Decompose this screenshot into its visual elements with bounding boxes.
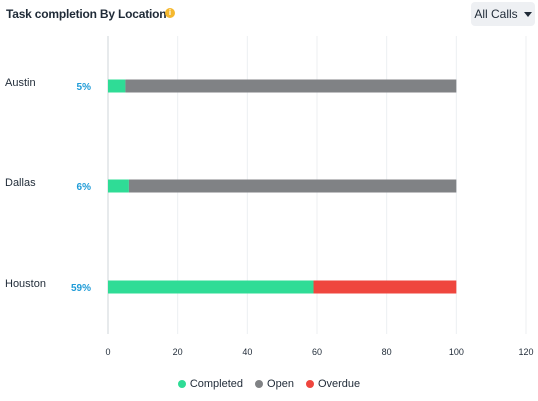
legend-label: Overdue: [317, 378, 361, 390]
bar-segment-completed: [108, 179, 129, 193]
category-label: Dallas: [5, 177, 36, 189]
legend-label: Open: [267, 378, 294, 390]
legend-label: Completed: [189, 378, 244, 390]
caret-down-icon: [523, 11, 532, 17]
chart-legend: Completed Open Overdue: [0, 378, 538, 390]
category-label: Austin: [5, 77, 36, 89]
x-tick-label: 0: [105, 347, 110, 357]
legend-dot: [177, 380, 186, 388]
chart-header: Task completion By Location i All Calls: [0, 0, 538, 30]
bar-segment-overdue: [313, 280, 457, 294]
bar-segment-open: [125, 79, 457, 93]
x-tick-label: 100: [449, 347, 464, 357]
dropdown-label: All Calls: [474, 7, 518, 21]
info-icon[interactable]: i: [165, 8, 175, 18]
percent-label: 6%: [77, 182, 92, 193]
percent-label: 5%: [77, 82, 92, 93]
bar-segment-completed: [108, 280, 314, 294]
x-tick-label: 20: [173, 347, 183, 357]
legend-dot: [255, 380, 264, 388]
legend-dot: [305, 380, 314, 388]
chart-title: Task completion By Location: [6, 7, 167, 21]
category-label: Houston: [5, 278, 46, 290]
x-tick-label: 40: [242, 347, 252, 357]
x-tick-label: 80: [382, 347, 392, 357]
bar-segment-open: [128, 179, 457, 193]
percent-label: 59%: [71, 283, 91, 294]
legend-item[interactable]: Open: [255, 378, 294, 390]
x-tick-label: 120: [518, 347, 533, 357]
x-tick-label: 60: [312, 347, 322, 357]
legend-item[interactable]: Completed: [177, 378, 244, 390]
calls-filter-dropdown[interactable]: All Calls: [471, 2, 535, 26]
bar-segment-completed: [108, 79, 126, 93]
legend-item[interactable]: Overdue: [305, 378, 361, 390]
